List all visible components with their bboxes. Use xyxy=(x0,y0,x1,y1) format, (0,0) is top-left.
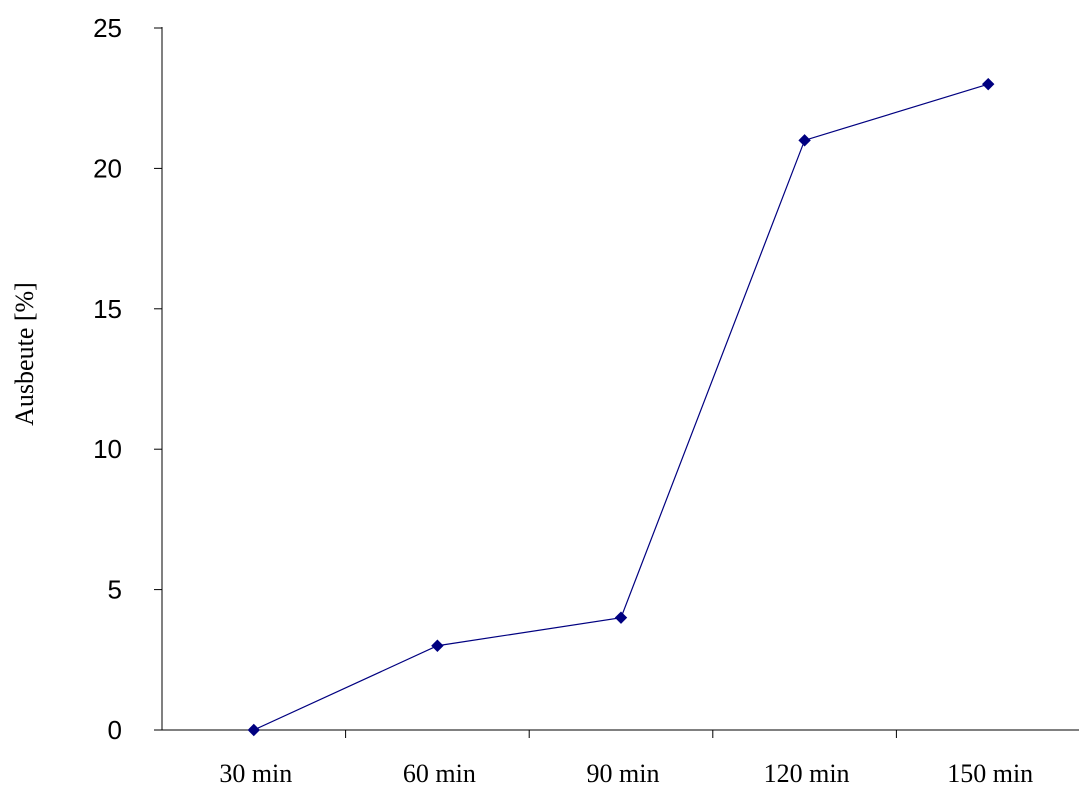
x-tick-label: 30 min xyxy=(219,759,292,785)
data-point-marker xyxy=(614,611,628,624)
x-tick-label: 120 min xyxy=(764,759,850,785)
y-tick-label: 15 xyxy=(93,294,122,324)
y-tick-label: 20 xyxy=(93,153,122,183)
y-axis-ticks: 0 5 10 15 20 25 xyxy=(93,13,162,745)
data-point-marker xyxy=(247,723,261,737)
y-axis-title: Ausbeute [%] xyxy=(10,282,39,426)
data-point-marker xyxy=(981,77,995,91)
data-point-marker xyxy=(431,639,444,652)
y-tick-label: 25 xyxy=(93,13,122,43)
y-tick-label: 0 xyxy=(108,715,122,745)
x-axis-ticks: 30 min 60 min 90 min 120 min 150 min xyxy=(219,730,1033,785)
y-tick-label: 10 xyxy=(93,434,122,464)
x-tick-label: 60 min xyxy=(403,759,476,785)
data-point-marker xyxy=(798,134,811,147)
chart-axes xyxy=(161,27,1079,731)
y-tick-label: 5 xyxy=(108,575,122,605)
x-tick-label: 90 min xyxy=(587,759,660,785)
series-layer xyxy=(247,77,995,737)
x-tick-label: 150 min xyxy=(947,759,1033,785)
series-line xyxy=(253,83,989,731)
